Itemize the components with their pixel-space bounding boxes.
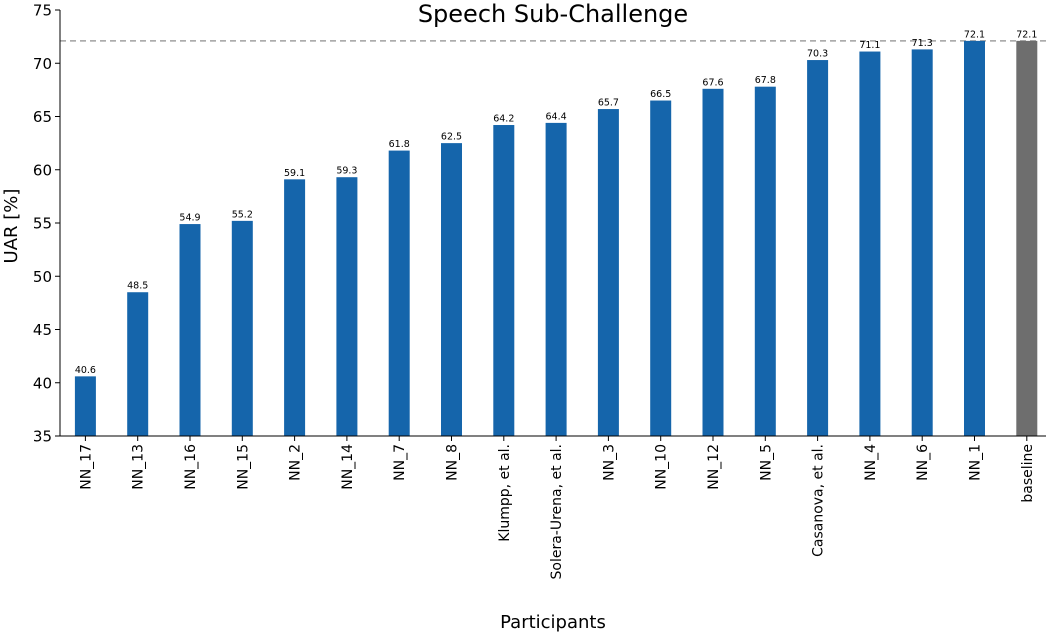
value-label: 72.1 <box>964 29 985 40</box>
bar-casanova-et-al <box>807 60 829 437</box>
x-tick-label: NN_6 <box>915 444 931 481</box>
value-label: 71.1 <box>859 40 880 51</box>
value-label: 65.7 <box>598 98 619 109</box>
value-label: 55.2 <box>232 209 253 220</box>
bar-nn-14 <box>336 177 358 436</box>
x-axis-label: Participants <box>500 612 606 633</box>
value-label: 59.3 <box>336 166 357 177</box>
bar-nn-7 <box>388 150 410 436</box>
value-label: 64.2 <box>493 114 514 125</box>
y-axis-label: UAR [%] <box>1 189 22 264</box>
value-label: 64.4 <box>546 111 567 122</box>
bar-nn-4 <box>859 51 881 436</box>
bar-nn-15 <box>231 220 253 436</box>
value-label: 59.1 <box>284 168 305 179</box>
value-label: 72.1 <box>1016 29 1037 40</box>
x-tick-label: NN_1 <box>968 444 984 481</box>
bar-nn-13 <box>127 292 149 436</box>
x-tick-label: Solera-Urena, et al. <box>549 444 565 579</box>
chart-title: Speech Sub-Challenge <box>418 0 688 28</box>
bar-nn-8 <box>441 143 462 436</box>
value-label: 40.6 <box>75 365 96 376</box>
x-tick-label: NN_7 <box>392 444 408 481</box>
x-tick-label: NN_8 <box>445 444 461 481</box>
bar-nn-6 <box>911 49 933 436</box>
y-tick-label: 50 <box>33 268 52 286</box>
bar-baseline <box>1016 40 1038 436</box>
x-tick-label: Klumpp, et al. <box>497 444 513 542</box>
value-label: 70.3 <box>807 49 828 60</box>
x-tick-label: NN_10 <box>654 444 670 490</box>
value-label: 67.6 <box>702 77 723 88</box>
x-tick-label: NN_14 <box>340 444 356 490</box>
y-tick-label: 60 <box>33 161 52 179</box>
bar-nn-12 <box>702 88 724 436</box>
x-tick-label: NN_17 <box>78 444 94 490</box>
bar-nn-10 <box>650 100 672 437</box>
value-label: 62.5 <box>441 132 462 143</box>
bar-solera-urena-et-al <box>545 122 567 436</box>
x-tick-label: NN_2 <box>288 444 304 481</box>
x-tick-label: NN_12 <box>706 444 722 490</box>
x-tick-label: baseline <box>1020 444 1036 503</box>
bar-nn-5 <box>754 86 776 437</box>
y-tick-label: 70 <box>33 55 52 73</box>
value-label: 66.5 <box>650 89 671 100</box>
y-tick-label: 75 <box>33 2 52 20</box>
y-tick-label: 40 <box>33 374 52 392</box>
y-tick-label: 65 <box>33 108 52 126</box>
value-label: 54.9 <box>179 213 200 224</box>
x-tick-label: Casanova, et al. <box>811 444 827 557</box>
bar-klumpp-et-al <box>493 125 515 437</box>
value-label: 71.3 <box>912 38 933 49</box>
y-tick-label: 55 <box>33 215 52 233</box>
bar-nn-16 <box>179 224 201 436</box>
plot-area: 40.6 48.5 54.9 55.2 59.1 59.3 61.8 62.5 64.2 64.4… <box>33 2 1046 579</box>
y-tick-label: 45 <box>33 321 52 339</box>
bar-nn-1 <box>964 40 985 436</box>
y-tick-label: 35 <box>33 428 52 446</box>
x-tick-label: NN_5 <box>758 444 774 481</box>
x-tick-label: NN_15 <box>235 444 251 490</box>
bar-nn-17 <box>74 376 96 436</box>
x-tick-label: NN_13 <box>131 444 147 490</box>
bar-nn-2 <box>284 179 306 436</box>
bar-nn-3 <box>597 109 619 437</box>
x-tick-label: NN_4 <box>863 444 879 481</box>
value-label: 48.5 <box>127 281 148 292</box>
x-tick-label: NN_3 <box>601 444 617 481</box>
x-tick-label: NN_16 <box>183 444 199 490</box>
value-label: 67.8 <box>755 75 776 86</box>
value-label: 61.8 <box>389 139 410 150</box>
